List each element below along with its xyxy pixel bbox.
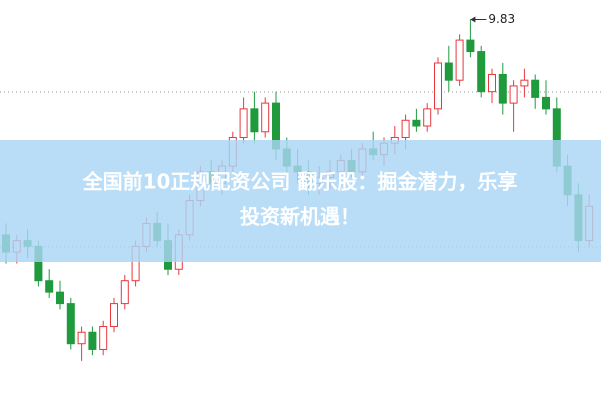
candle-body bbox=[520, 79, 529, 87]
candle-body bbox=[488, 73, 496, 93]
candle-body bbox=[509, 85, 518, 104]
banner bbox=[0, 140, 601, 262]
candle-body bbox=[455, 39, 464, 81]
candle-body bbox=[56, 291, 64, 305]
candle-body bbox=[412, 119, 421, 127]
candle-body bbox=[401, 119, 410, 138]
candle-body bbox=[434, 62, 442, 110]
candle-body bbox=[498, 73, 507, 104]
candle-body bbox=[45, 280, 54, 293]
candle-body bbox=[531, 79, 540, 98]
candle-body bbox=[239, 108, 248, 138]
candle-body bbox=[120, 280, 129, 305]
banner-title: 投资新机遇！ bbox=[240, 205, 360, 229]
annotation-label: 9.83 bbox=[488, 12, 515, 26]
banner-title: 全国前10正规配资公司 翻乐股：掘金潜力，乐享 bbox=[82, 170, 518, 194]
candle-body bbox=[88, 331, 97, 350]
candle-body bbox=[423, 108, 432, 127]
candle-body bbox=[250, 108, 259, 133]
candle-body bbox=[110, 303, 118, 328]
candle-body bbox=[477, 51, 486, 93]
candle-body bbox=[444, 62, 453, 81]
candle-body bbox=[542, 96, 550, 110]
annotation-arrow bbox=[470, 16, 476, 23]
candle-body bbox=[66, 303, 75, 345]
candle-body bbox=[99, 326, 108, 350]
candle-body bbox=[466, 39, 475, 53]
candle-body bbox=[261, 102, 270, 133]
candle-body bbox=[77, 331, 86, 345]
